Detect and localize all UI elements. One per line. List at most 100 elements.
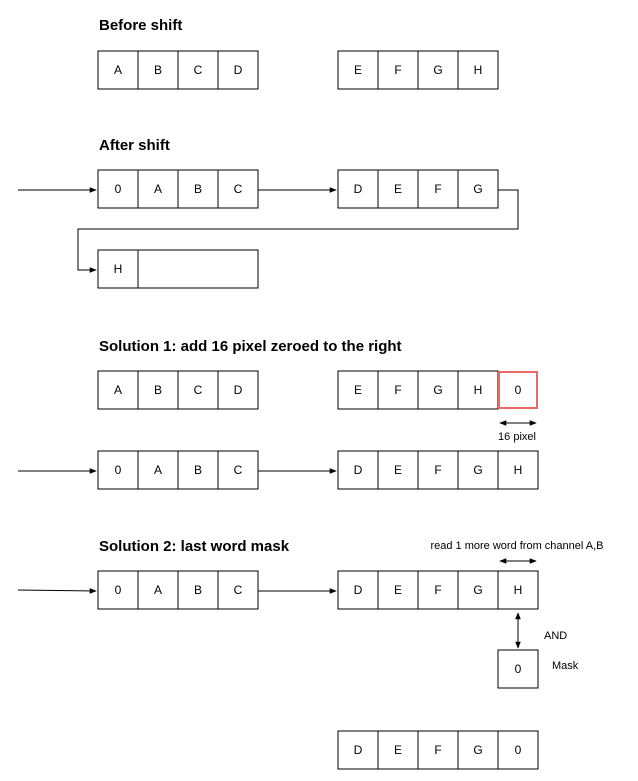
cell-box bbox=[177, 370, 219, 410]
cell-label: F bbox=[394, 63, 401, 77]
highlighted-zero-cell bbox=[498, 371, 538, 409]
title-solution-2: Solution 2: last word mask bbox=[99, 538, 290, 555]
cell-box bbox=[137, 370, 179, 410]
cell-box bbox=[177, 450, 219, 490]
label-read-more-word: read 1 more word from channel A,B bbox=[430, 540, 603, 552]
cell-box bbox=[217, 169, 259, 209]
cell-box bbox=[497, 450, 539, 490]
cell-box bbox=[457, 50, 499, 90]
cell-box bbox=[97, 370, 139, 410]
cell-box bbox=[337, 370, 379, 410]
cell-label: F bbox=[394, 383, 401, 397]
cell-label: E bbox=[354, 383, 362, 397]
cell-label: A bbox=[154, 182, 162, 196]
cell-label: A bbox=[114, 383, 122, 397]
cell-box bbox=[97, 570, 139, 610]
title-after-shift: After shift bbox=[99, 137, 170, 154]
cell-label: H bbox=[474, 383, 483, 397]
cell-box bbox=[497, 570, 539, 610]
cell-label: C bbox=[234, 182, 243, 196]
cell-box bbox=[497, 649, 539, 689]
cell-box bbox=[417, 570, 459, 610]
cell-box bbox=[417, 50, 459, 90]
cell-box bbox=[417, 730, 459, 770]
after-row-wrap: H bbox=[97, 249, 259, 289]
cell-box bbox=[217, 50, 259, 90]
cell-label: 0 bbox=[515, 743, 522, 757]
cell-label: D bbox=[354, 743, 363, 757]
cell-box bbox=[457, 730, 499, 770]
cell-label: D bbox=[354, 583, 363, 597]
cell-box bbox=[337, 50, 379, 90]
cell-label: C bbox=[234, 583, 243, 597]
cell-box bbox=[457, 169, 499, 209]
cell-box bbox=[337, 730, 379, 770]
cell-label: G bbox=[433, 63, 442, 77]
sol2-result-row: D E F G 0 bbox=[337, 730, 539, 770]
sol2-mask-row: 0 bbox=[497, 649, 539, 689]
before-row-right: E F G H bbox=[337, 50, 499, 90]
cell-box bbox=[97, 249, 139, 289]
cell-label: A bbox=[154, 583, 162, 597]
before-row-left: A B C D bbox=[97, 50, 259, 90]
cell-label: F bbox=[434, 182, 441, 196]
cell-label: C bbox=[194, 63, 203, 77]
cell-box bbox=[97, 450, 139, 490]
cell-box bbox=[137, 249, 259, 289]
cell-box bbox=[97, 50, 139, 90]
arrow-after-wrap bbox=[77, 189, 519, 273]
sol1-shift-row-right: D E F G H bbox=[337, 450, 539, 490]
cell-label: E bbox=[354, 63, 362, 77]
cell-box bbox=[137, 450, 179, 490]
sol1-shift-row-left: 0 A B C bbox=[97, 450, 259, 490]
cell-label: F bbox=[434, 463, 441, 477]
cell-label: C bbox=[194, 383, 203, 397]
title-before-shift: Before shift bbox=[99, 17, 182, 34]
cell-box bbox=[137, 169, 179, 209]
arrow-sol2-input bbox=[17, 588, 97, 594]
cell-label: F bbox=[434, 743, 441, 757]
cell-box bbox=[337, 169, 379, 209]
cell-label: F bbox=[434, 583, 441, 597]
cell-label: 0 bbox=[115, 463, 122, 477]
cell-label: 0 bbox=[515, 662, 522, 676]
cell-box bbox=[337, 570, 379, 610]
cell-label: G bbox=[473, 583, 482, 597]
sol1-row-left: A B C D bbox=[97, 370, 259, 410]
cell-label: B bbox=[194, 182, 202, 196]
cell-box bbox=[217, 450, 259, 490]
cell-label: A bbox=[114, 63, 122, 77]
cell-box bbox=[217, 370, 259, 410]
cell-label: G bbox=[473, 182, 482, 196]
cell-label: H bbox=[474, 63, 483, 77]
cell-label: G bbox=[433, 383, 442, 397]
cell-box bbox=[457, 370, 499, 410]
cell-label: E bbox=[394, 182, 402, 196]
cell-box bbox=[377, 50, 419, 90]
cell-label: D bbox=[354, 463, 363, 477]
after-row-right: D E F G bbox=[337, 169, 499, 209]
title-solution-1: Solution 1: add 16 pixel zeroed to the r… bbox=[99, 338, 402, 355]
cell-box bbox=[97, 169, 139, 209]
cell-label: H bbox=[114, 262, 123, 276]
cell-label: 0 bbox=[115, 583, 122, 597]
cell-label: A bbox=[154, 463, 162, 477]
cell-box bbox=[377, 169, 419, 209]
after-row-left: 0 A B C bbox=[97, 169, 259, 209]
cell-label: E bbox=[394, 583, 402, 597]
cell-box bbox=[377, 370, 419, 410]
cell-label: H bbox=[514, 463, 523, 477]
cell-box bbox=[137, 570, 179, 610]
label-and: AND bbox=[544, 630, 567, 642]
sol1-row-right: E F G H 0 bbox=[337, 370, 538, 410]
cell-label: D bbox=[234, 63, 243, 77]
cell-label: C bbox=[234, 463, 243, 477]
label-mask: Mask bbox=[552, 660, 579, 672]
cell-label: G bbox=[473, 743, 482, 757]
cell-label: D bbox=[234, 383, 243, 397]
cell-box bbox=[137, 50, 179, 90]
cell-label: E bbox=[394, 743, 402, 757]
cell-label: H bbox=[514, 583, 523, 597]
cell-box bbox=[497, 730, 539, 770]
cell-box bbox=[377, 730, 419, 770]
